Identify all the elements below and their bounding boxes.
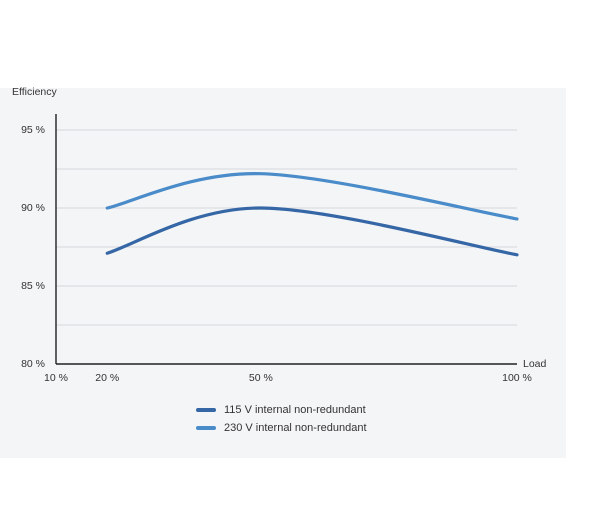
axes: Efficiency Load xyxy=(12,86,547,370)
tick-labels: 80 % 85 % 90 % 95 % 10 % 20 % 50 % 100 % xyxy=(21,124,532,384)
x-tick-label: 100 % xyxy=(502,372,532,384)
x-tick-label: 20 % xyxy=(95,372,119,384)
legend-label-230v: 230 V internal non-redundant xyxy=(224,422,367,434)
chart-panel xyxy=(0,88,566,458)
y-tick-label: 95 % xyxy=(21,124,45,136)
x-tick-label: 10 % xyxy=(44,372,68,384)
x-tick-label: 50 % xyxy=(249,372,273,384)
y-tick-label: 90 % xyxy=(21,202,45,214)
y-axis-title: Efficiency xyxy=(12,86,57,98)
legend-item-230v: 230 V internal non-redundant xyxy=(196,422,367,434)
legend-swatch-115v xyxy=(196,408,216,412)
series-line-1 xyxy=(105,172,519,221)
y-tick-label: 85 % xyxy=(21,280,45,292)
series-lines xyxy=(105,172,519,257)
x-axis-title: Load xyxy=(523,358,547,370)
legend-label-115v: 115 V internal non-redundant xyxy=(224,404,366,416)
gridlines xyxy=(56,129,517,326)
y-tick-label: 80 % xyxy=(21,358,45,370)
legend-item-115v: 115 V internal non-redundant xyxy=(196,404,366,416)
series-line-0 xyxy=(105,206,519,257)
legend-swatch-230v xyxy=(196,426,216,430)
